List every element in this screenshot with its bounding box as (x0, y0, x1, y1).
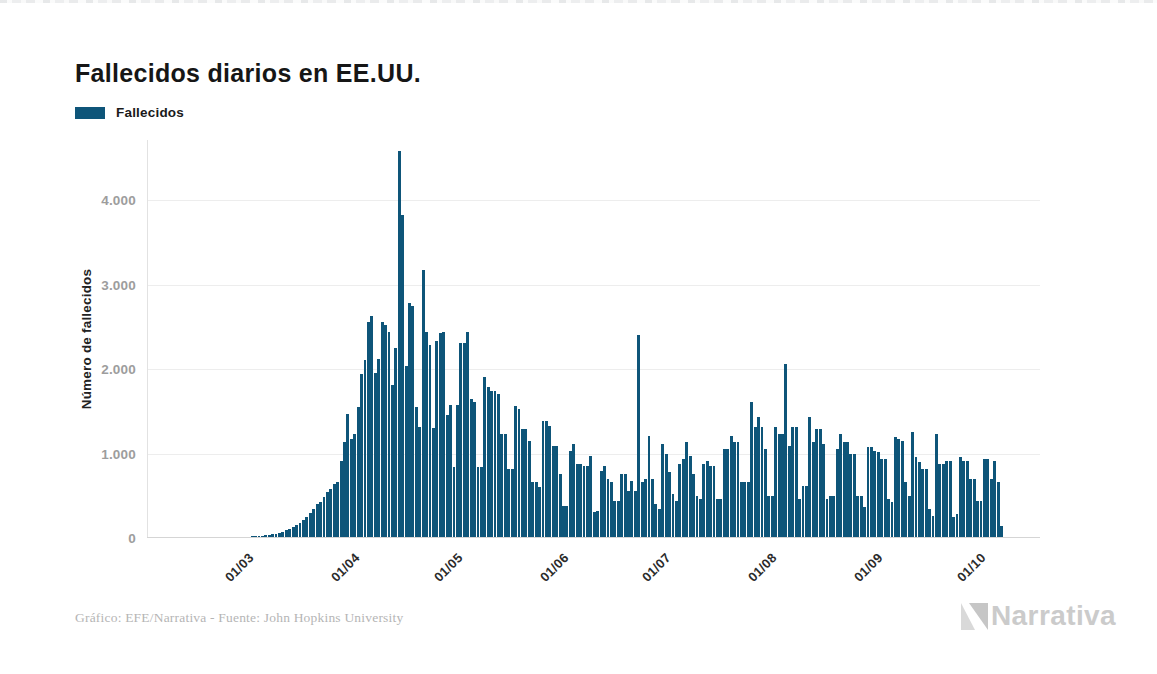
x-tick-label: 01/05 (422, 550, 465, 593)
y-tick-label: 1.000 (101, 446, 136, 461)
chart-title: Fallecidos diarios en EE.UU. (75, 59, 421, 88)
x-tick-label: 01/10 (945, 550, 988, 593)
y-axis-tick-labels: 01.0002.0003.0004.000 (0, 140, 136, 538)
bars (148, 140, 1003, 537)
plot-area (147, 140, 1040, 538)
x-tick-label: 01/06 (528, 550, 571, 593)
legend-label: Fallecidos (116, 105, 184, 120)
narrativa-n-icon (961, 603, 988, 630)
x-tick-label: 01/08 (737, 550, 780, 593)
x-tick-label: 01/03 (213, 550, 256, 593)
y-tick-label: 4.000 (101, 193, 136, 208)
narrativa-logo-text: Narrativa (991, 600, 1116, 632)
x-tick-label: 01/09 (843, 550, 886, 593)
y-tick-label: 0 (128, 531, 136, 546)
source-credit: Gráfico: EFE/Narrativa - Fuente: John Ho… (75, 610, 403, 626)
y-tick-label: 2.000 (101, 362, 136, 377)
y-tick-label: 3.000 (101, 277, 136, 292)
top-edge-artifact (0, 0, 1157, 3)
x-axis-tick-labels: 01/03 01/04 01/05 01/06 01/07 01/08 01/09 01/10 (147, 546, 1040, 606)
x-tick-label: 01/04 (319, 550, 362, 593)
bar (1000, 526, 1003, 537)
legend: Fallecidos (75, 105, 184, 120)
x-tick-label: 01/07 (631, 550, 674, 593)
narrativa-logo: Narrativa (961, 600, 1116, 632)
x-axis-line (147, 537, 1040, 538)
legend-swatch (75, 107, 105, 119)
